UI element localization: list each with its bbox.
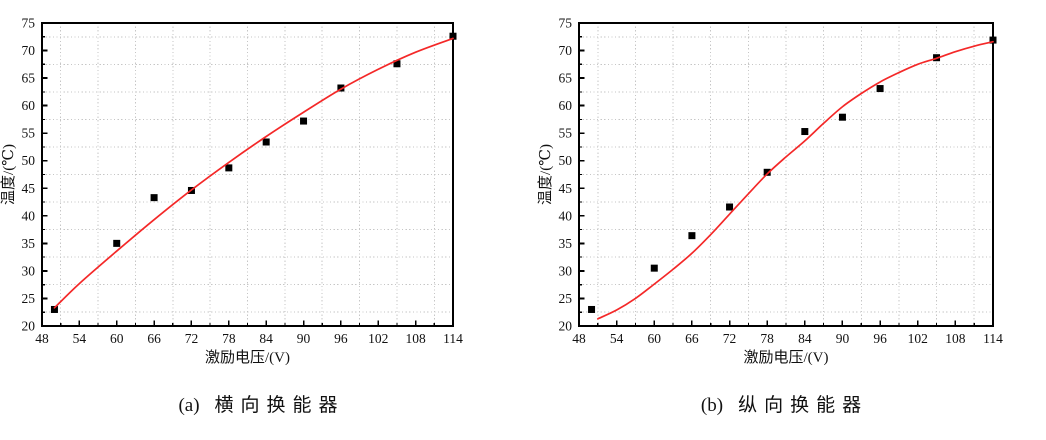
x-tick-label: 66 bbox=[147, 331, 161, 346]
y-axis-title: 温度/(℃) bbox=[0, 144, 17, 205]
data-point-marker bbox=[50, 305, 58, 313]
chart-a-caption-title: 横向换能器 bbox=[214, 395, 345, 416]
x-tick-label: 48 bbox=[35, 331, 49, 346]
data-point-marker bbox=[300, 117, 308, 125]
x-tick-label: 84 bbox=[259, 331, 273, 346]
data-point-marker bbox=[393, 60, 401, 68]
y-axis-title: 温度/(℃) bbox=[537, 144, 554, 205]
y-tick-label: 75 bbox=[559, 16, 573, 31]
data-point-marker bbox=[876, 85, 884, 93]
x-tick-label: 78 bbox=[760, 331, 774, 346]
data-point-marker bbox=[801, 128, 809, 136]
x-tick-label: 96 bbox=[334, 331, 348, 346]
y-tick-label: 25 bbox=[22, 291, 36, 306]
x-tick-label: 96 bbox=[873, 331, 887, 346]
x-axis-title: 激励电压/(V) bbox=[205, 349, 290, 366]
x-tick-label: 102 bbox=[368, 331, 388, 346]
y-tick-label: 55 bbox=[559, 126, 573, 141]
chart-a-caption: (a) 横向换能器 bbox=[0, 390, 523, 417]
chart-b-caption: (b) 纵向换能器 bbox=[523, 390, 1046, 417]
data-point-marker bbox=[989, 36, 997, 44]
x-tick-label: 90 bbox=[836, 331, 850, 346]
plot-svg-b: 48 54 60 66 72 78 84 90 96 102 108 114 20 25 30 35 40 45 5… bbox=[537, 16, 1003, 367]
data-point-marker bbox=[838, 113, 846, 121]
fit-curve-line bbox=[596, 40, 994, 320]
y-tick-label: 75 bbox=[22, 16, 36, 31]
x-tick-label: 66 bbox=[685, 331, 699, 346]
x-tick-label: 54 bbox=[73, 331, 87, 346]
data-point-marker bbox=[588, 305, 596, 313]
x-tick-label: 90 bbox=[297, 331, 311, 346]
x-axis-title: 激励电压/(V) bbox=[744, 349, 829, 366]
y-tick-label: 70 bbox=[22, 43, 36, 58]
plot-svg-a: 48 54 60 66 72 78 84 90 96 102 108 114 20 25 30 35 40 45 5… bbox=[0, 16, 463, 367]
x-tick-label: 108 bbox=[945, 331, 966, 346]
data-point-marker bbox=[113, 239, 121, 247]
x-tick-label: 60 bbox=[110, 331, 124, 346]
fit-curve-line bbox=[53, 37, 454, 309]
data-point-marker bbox=[262, 138, 270, 146]
y-tick-label: 60 bbox=[559, 98, 573, 113]
x-tick-label: 108 bbox=[406, 331, 427, 346]
x-tick-label: 72 bbox=[723, 331, 737, 346]
x-tick-label: 114 bbox=[983, 331, 1003, 346]
chart-b-longitudinal-transducer: 48 54 60 66 72 78 84 90 96 102 108 114 20 25 30 35 40 45 5… bbox=[523, 0, 1046, 440]
y-tick-label: 25 bbox=[559, 291, 573, 306]
y-tick-label: 20 bbox=[559, 319, 573, 334]
chart-b-caption-index: (b) bbox=[700, 395, 724, 416]
y-tick-label: 30 bbox=[22, 263, 36, 278]
x-tick-label: 102 bbox=[908, 331, 928, 346]
y-tick-label: 30 bbox=[559, 263, 573, 278]
chart-a-caption-index: (a) bbox=[178, 395, 200, 416]
y-tick-label: 35 bbox=[559, 236, 573, 251]
data-point-marker bbox=[449, 32, 457, 40]
x-tick-label: 78 bbox=[222, 331, 236, 346]
chart-b-caption-title: 纵向换能器 bbox=[738, 395, 869, 416]
y-tick-label: 40 bbox=[559, 208, 573, 223]
x-tick-label: 60 bbox=[648, 331, 662, 346]
y-tick-label: 40 bbox=[22, 208, 36, 223]
y-tick-label: 50 bbox=[559, 153, 573, 168]
data-point-marker bbox=[726, 203, 734, 211]
x-tick-label: 72 bbox=[185, 331, 199, 346]
y-tick-label: 55 bbox=[22, 126, 36, 141]
x-tick-label: 114 bbox=[443, 331, 463, 346]
y-tick-label: 65 bbox=[22, 71, 36, 86]
x-tick-label: 84 bbox=[798, 331, 812, 346]
y-tick-label: 45 bbox=[22, 181, 36, 196]
data-point-marker bbox=[650, 264, 658, 272]
y-tick-label: 45 bbox=[559, 181, 573, 196]
y-tick-label: 50 bbox=[22, 153, 36, 168]
data-point-marker bbox=[225, 164, 233, 172]
y-tick-label: 65 bbox=[559, 71, 573, 86]
x-tick-label: 48 bbox=[572, 331, 586, 346]
data-point-marker bbox=[150, 194, 158, 202]
data-point-marker bbox=[688, 232, 696, 240]
x-tick-label: 54 bbox=[610, 331, 624, 346]
y-tick-label: 35 bbox=[22, 236, 36, 251]
chart-a-transverse-transducer: 48 54 60 66 72 78 84 90 96 102 108 114 20 25 30 35 40 45 5… bbox=[0, 16, 523, 417]
y-tick-label: 60 bbox=[22, 98, 36, 113]
y-tick-label: 20 bbox=[22, 319, 36, 334]
data-point-marker bbox=[337, 84, 345, 92]
y-tick-label: 70 bbox=[559, 43, 573, 58]
data-point-marker bbox=[763, 168, 771, 176]
